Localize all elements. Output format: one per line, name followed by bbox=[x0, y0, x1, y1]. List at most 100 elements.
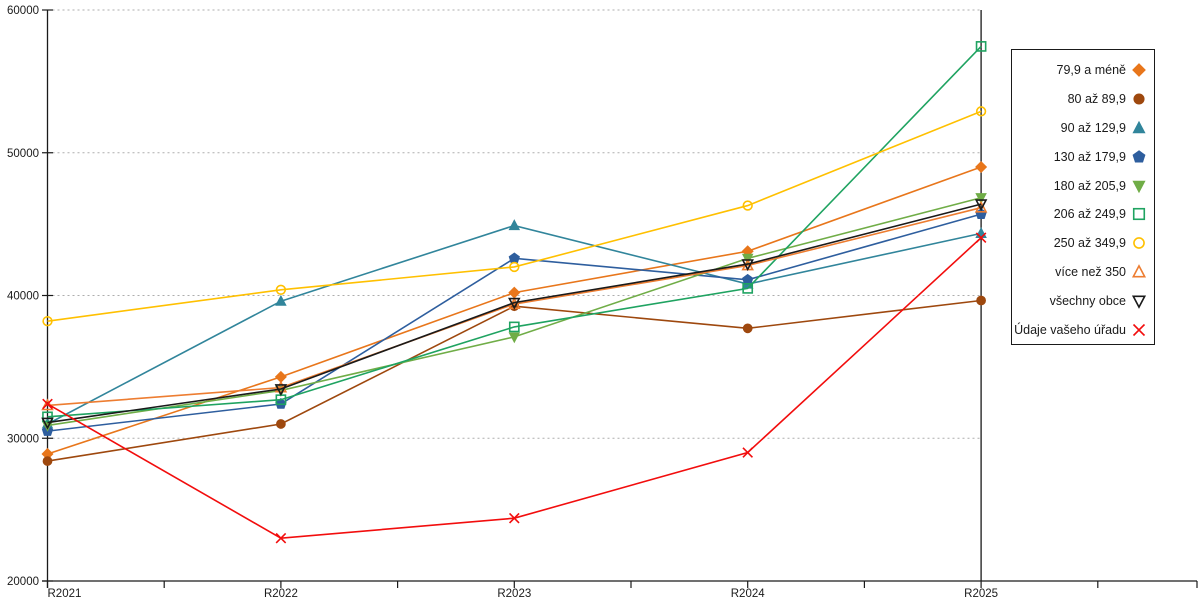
data-point-marker bbox=[975, 160, 988, 174]
x-tick-label: R2022 bbox=[264, 588, 298, 600]
data-point-marker bbox=[1131, 264, 1147, 278]
data-point-marker bbox=[508, 297, 521, 310]
series-6 bbox=[42, 106, 987, 327]
data-point-marker bbox=[508, 321, 520, 333]
y-tick-label: 30000 bbox=[7, 433, 39, 445]
series-line bbox=[47, 196, 982, 427]
x-legend-icon bbox=[1132, 323, 1146, 336]
triangle-up-legend-icon bbox=[1131, 264, 1147, 278]
data-point-marker bbox=[276, 419, 286, 429]
data-point-marker bbox=[274, 384, 288, 397]
legend-item-8: všechny obce bbox=[1012, 286, 1154, 315]
legend-label: více než 350 bbox=[1055, 264, 1126, 279]
legend-item-1: 80 až 89,9 bbox=[1012, 85, 1154, 114]
data-point-marker bbox=[1132, 180, 1146, 193]
data-point-marker bbox=[41, 417, 54, 430]
legend-item-9: Údaje vašeho úřadu bbox=[1012, 315, 1154, 344]
data-point-marker bbox=[508, 286, 521, 299]
data-point-marker bbox=[275, 532, 287, 544]
series-9 bbox=[42, 232, 987, 544]
y-tick-label: 60000 bbox=[7, 5, 39, 17]
legend-item-2: 90 až 129,9 bbox=[1012, 114, 1154, 143]
data-point-marker bbox=[741, 259, 754, 272]
triangle-up-legend-icon bbox=[1132, 120, 1146, 134]
data-point-marker bbox=[1132, 63, 1146, 78]
data-point-marker bbox=[742, 323, 753, 334]
data-point-marker bbox=[42, 316, 53, 327]
data-point-marker bbox=[275, 284, 287, 295]
data-point-marker bbox=[42, 398, 53, 410]
chart-legend: 79,9 a méně 80 až 89,9 90 až 129,9 130 až 1… bbox=[1011, 49, 1155, 345]
data-point-marker bbox=[508, 252, 520, 264]
legend-item-5: 206 až 249,9 bbox=[1012, 200, 1154, 229]
legend-label: všechny obce bbox=[1049, 293, 1126, 308]
series-line bbox=[47, 299, 982, 462]
data-point-marker bbox=[274, 380, 288, 393]
legend-label: Údaje vašeho úřadu bbox=[1014, 322, 1126, 337]
data-point-marker bbox=[975, 232, 987, 244]
data-point-marker bbox=[1131, 295, 1147, 309]
y-tick-label: 50000 bbox=[7, 148, 39, 160]
series-2 bbox=[41, 219, 987, 429]
x-tick-label: R2021 bbox=[48, 588, 82, 600]
data-point-marker bbox=[508, 512, 520, 524]
series-line bbox=[47, 110, 982, 322]
data-point-marker bbox=[1132, 150, 1146, 163]
y-tick-label: 40000 bbox=[7, 291, 39, 303]
data-point-marker bbox=[742, 200, 753, 211]
data-point-marker bbox=[1133, 93, 1145, 105]
x-tick-label: R2023 bbox=[497, 588, 531, 600]
circle-legend-icon bbox=[1133, 93, 1145, 105]
legend-label: 250 až 349,9 bbox=[1053, 236, 1126, 251]
legend-label: 180 až 205,9 bbox=[1053, 178, 1126, 193]
data-point-marker bbox=[508, 219, 521, 231]
data-point-marker bbox=[742, 273, 754, 285]
data-point-marker bbox=[42, 411, 53, 423]
data-point-marker bbox=[974, 200, 988, 213]
square-legend-icon bbox=[1132, 208, 1146, 221]
data-point-marker bbox=[1132, 208, 1146, 221]
data-point-marker bbox=[742, 447, 754, 458]
data-point-marker bbox=[42, 456, 53, 466]
pentagon-legend-icon bbox=[1132, 150, 1146, 163]
series-line bbox=[47, 237, 982, 539]
legend-label: 79,9 a méně bbox=[1056, 63, 1127, 78]
legend-item-3: 130 až 179,9 bbox=[1012, 142, 1154, 171]
circle-legend-icon bbox=[1133, 237, 1145, 250]
x-tick-label: R2024 bbox=[731, 588, 765, 600]
data-point-marker bbox=[508, 332, 521, 344]
series-line bbox=[47, 206, 982, 407]
data-point-marker bbox=[509, 261, 520, 273]
legend-item-0: 79,9 a méně bbox=[1012, 56, 1154, 85]
data-point-marker bbox=[975, 227, 987, 238]
x-tick-label: R2025 bbox=[964, 588, 998, 600]
y-tick-label: 20000 bbox=[7, 576, 39, 588]
data-point-marker bbox=[975, 193, 987, 205]
data-point-marker bbox=[976, 295, 986, 306]
triangle-down-legend-icon bbox=[1132, 180, 1146, 193]
legend-label: 130 až 179,9 bbox=[1053, 149, 1126, 164]
data-point-marker bbox=[974, 199, 988, 212]
data-point-marker bbox=[1132, 120, 1146, 134]
series-5 bbox=[42, 41, 987, 423]
legend-label: 80 až 89,9 bbox=[1067, 92, 1126, 107]
data-point-marker bbox=[1132, 323, 1146, 336]
legend-item-4: 180 až 205,9 bbox=[1012, 171, 1154, 200]
data-point-marker bbox=[1133, 237, 1145, 250]
legend-item-7: více než 350 bbox=[1012, 258, 1154, 287]
data-point-marker bbox=[975, 106, 987, 117]
legend-label: 90 až 129,9 bbox=[1060, 120, 1126, 135]
legend-label: 206 až 249,9 bbox=[1053, 207, 1126, 222]
data-point-marker bbox=[275, 294, 287, 306]
series-line bbox=[47, 203, 982, 424]
diamond-legend-icon bbox=[1132, 63, 1146, 78]
series-line bbox=[47, 45, 982, 418]
data-point-marker bbox=[975, 41, 987, 52]
data-point-marker bbox=[742, 283, 754, 294]
series-1 bbox=[42, 295, 986, 466]
series-8 bbox=[41, 199, 988, 430]
legend-item-6: 250 až 349,9 bbox=[1012, 229, 1154, 258]
triangle-down-legend-icon bbox=[1131, 295, 1147, 309]
